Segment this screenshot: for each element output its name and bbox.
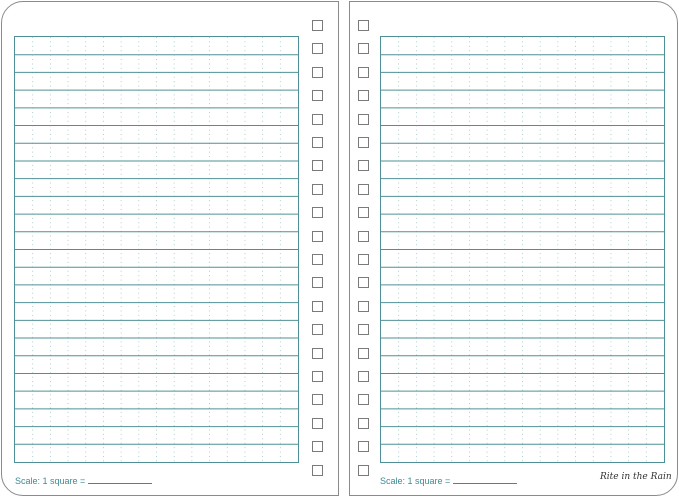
checkbox[interactable] [312,394,323,406]
checkbox[interactable] [312,160,323,172]
checkbox[interactable] [358,43,369,55]
checkbox[interactable] [358,324,369,336]
right-grid [380,36,665,463]
checkbox[interactable] [312,137,323,148]
checkbox[interactable] [358,230,369,242]
checkbox[interactable] [312,464,323,476]
checkbox[interactable] [312,300,323,312]
right-scale-label: Scale: 1 square = [380,476,518,486]
checkbox[interactable] [312,371,323,382]
scale-text: Scale: 1 square = [380,476,451,486]
checkbox[interactable] [312,254,323,265]
scale-blank [453,483,518,484]
checkbox[interactable] [358,183,369,195]
checkbox[interactable] [312,230,323,242]
checkbox[interactable] [312,207,323,219]
checkbox[interactable] [358,417,369,429]
checkbox[interactable] [312,347,323,359]
checkbox[interactable] [312,183,323,195]
checkbox[interactable] [312,113,323,125]
checkbox[interactable] [358,464,369,476]
checkbox[interactable] [358,66,369,78]
left-notebook-page [1,1,339,496]
checkbox[interactable] [358,113,369,125]
checkbox[interactable] [312,20,323,31]
checkbox[interactable] [358,90,369,102]
checkbox[interactable] [312,277,323,289]
checkbox[interactable] [312,324,323,336]
left-scale-label: Scale: 1 square = [15,476,153,486]
left-grid [14,36,299,463]
checkbox[interactable] [358,207,369,219]
scale-text: Scale: 1 square = [15,476,86,486]
checkbox[interactable] [312,66,323,78]
checkbox[interactable] [312,43,323,55]
brand-logo: Rite in the Rain [600,472,672,482]
checkbox[interactable] [358,20,369,31]
right-notebook-page [349,1,678,496]
checkbox[interactable] [358,371,369,382]
checkbox[interactable] [312,441,323,453]
checkbox[interactable] [358,254,369,265]
checkbox[interactable] [358,300,369,312]
checkbox[interactable] [358,347,369,359]
checkbox[interactable] [312,90,323,102]
checkbox[interactable] [358,441,369,453]
checkbox[interactable] [312,417,323,429]
checkbox[interactable] [358,137,369,148]
scale-blank [88,483,153,484]
checkbox[interactable] [358,160,369,172]
checkbox[interactable] [358,394,369,406]
checkbox[interactable] [358,277,369,289]
